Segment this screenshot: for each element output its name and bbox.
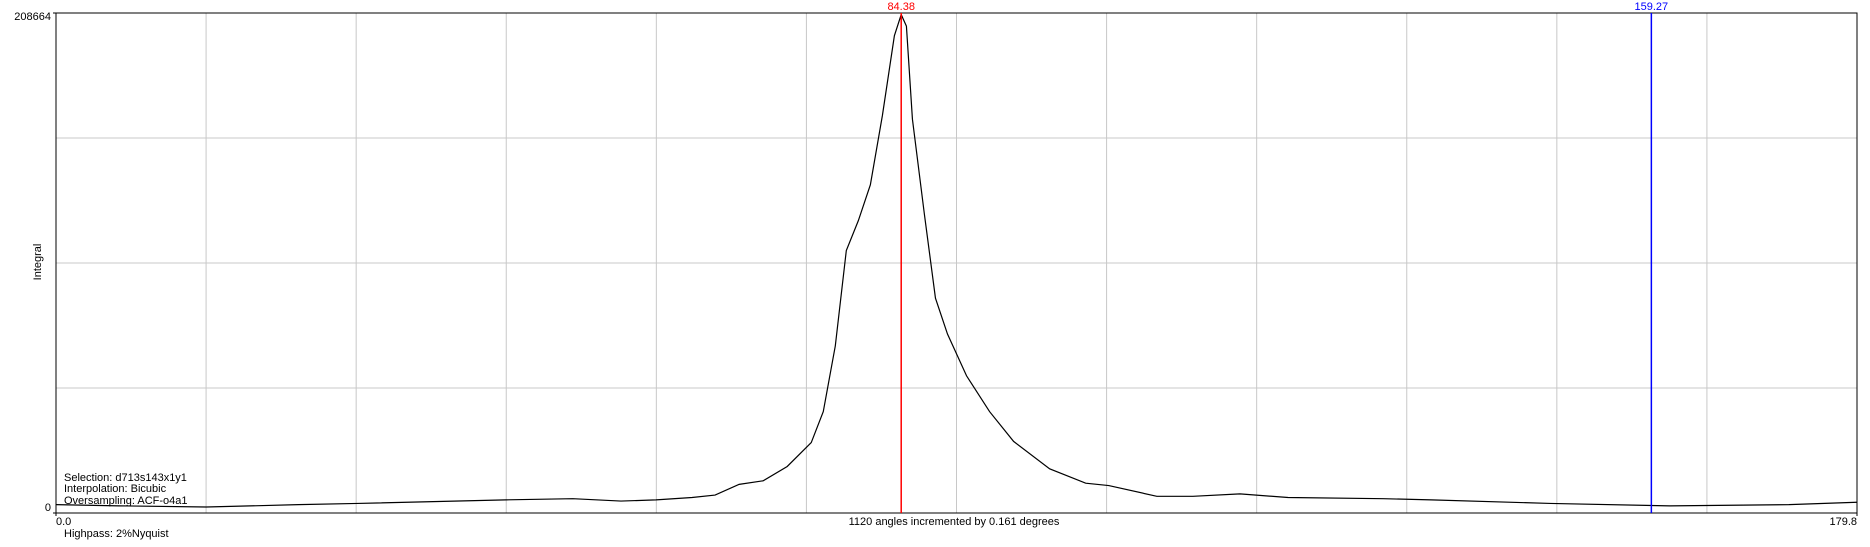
footnote: Highpass: 2%Nyquist	[64, 528, 169, 540]
x-tick-label: 0.0	[56, 516, 71, 528]
data-line	[55, 12, 1858, 508]
plot-frame	[55, 12, 1858, 514]
marker-label: 159.27	[1635, 1, 1669, 13]
annotation: Interpolation: Bicubic	[64, 483, 167, 495]
x-axis-label: 1120 angles incremented by 0.161 degrees	[849, 516, 1060, 528]
annotation: Selection: d713s143x1y1	[64, 472, 187, 484]
x-tick-label: 179.8	[1829, 516, 1857, 528]
y-axis-label: Integral	[32, 244, 44, 281]
y-tick-label: 208664	[14, 11, 51, 23]
marker-label: 84.38	[887, 1, 915, 13]
annotation: Oversampling: ACF-o4a1	[64, 495, 188, 507]
y-tick-label: 0	[45, 502, 51, 514]
